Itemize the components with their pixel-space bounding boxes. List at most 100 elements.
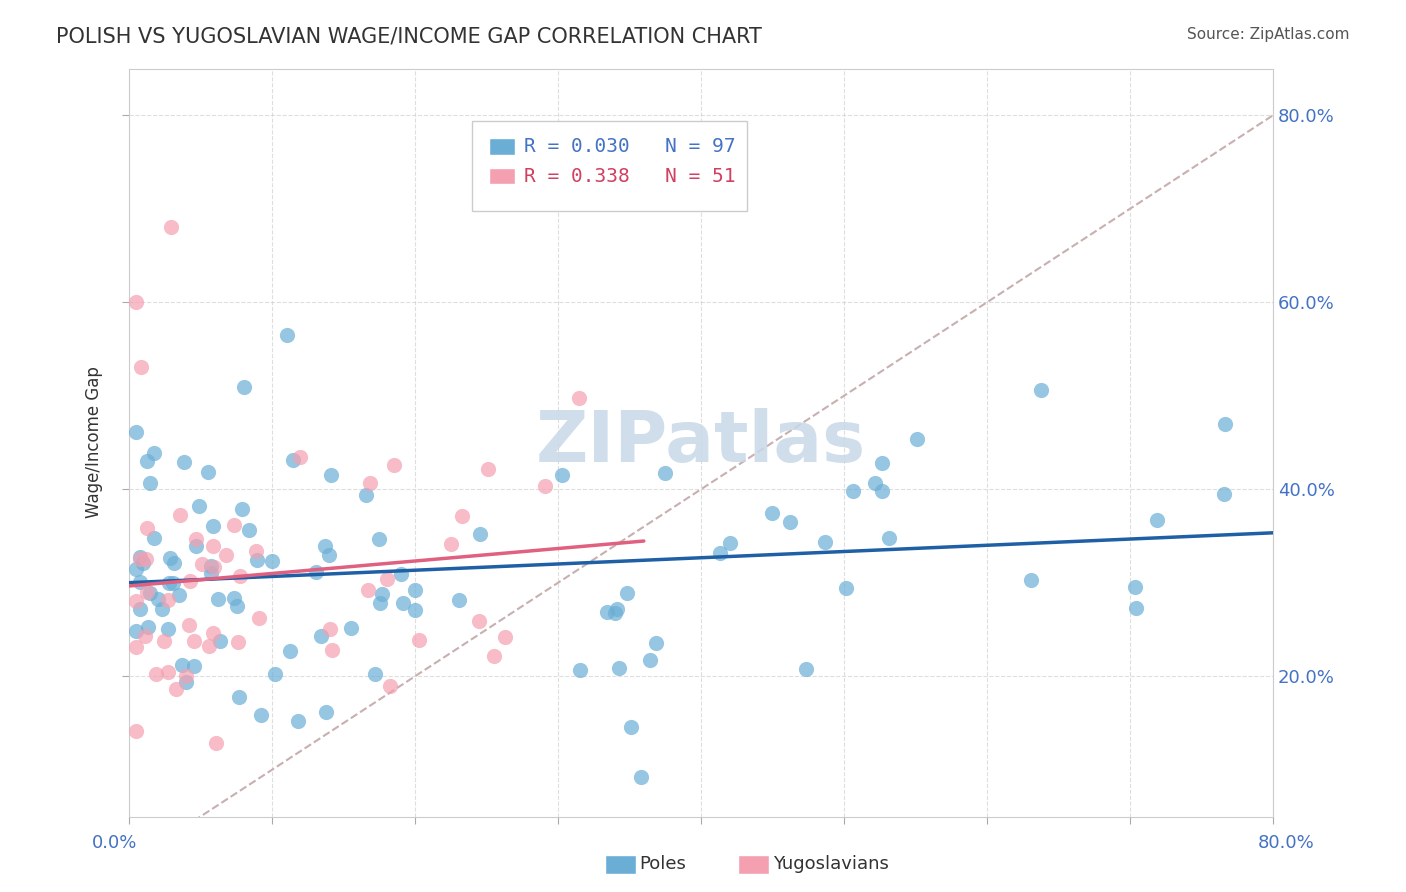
Point	[187, 499, 209, 513]
Point	[1123, 580, 1146, 594]
Point	[709, 546, 731, 560]
Point	[215, 549, 238, 563]
Point	[321, 643, 343, 657]
Point	[440, 537, 463, 551]
Point	[125, 562, 148, 576]
Point	[162, 576, 184, 591]
Point	[877, 531, 900, 545]
Point	[200, 558, 222, 573]
Point	[319, 467, 342, 482]
Point	[184, 540, 207, 554]
Point	[630, 770, 652, 784]
Point	[174, 669, 197, 683]
Point	[202, 539, 225, 553]
Point	[1212, 487, 1234, 501]
Point	[128, 602, 150, 616]
Point	[1029, 383, 1052, 397]
Point	[450, 508, 472, 523]
Point	[357, 582, 380, 597]
Point	[1125, 600, 1147, 615]
Point	[287, 714, 309, 728]
Point	[165, 681, 187, 696]
Point	[368, 596, 391, 610]
Point	[136, 620, 159, 634]
Point	[863, 476, 886, 491]
Point	[179, 574, 201, 588]
Point	[468, 526, 491, 541]
Point	[159, 220, 181, 235]
Text: Source: ZipAtlas.com: Source: ZipAtlas.com	[1187, 27, 1350, 42]
Point	[125, 594, 148, 608]
Point	[135, 585, 157, 599]
Point	[186, 532, 208, 546]
Point	[761, 506, 783, 520]
Point	[278, 644, 301, 658]
Point	[309, 630, 332, 644]
Point	[250, 708, 273, 723]
Point	[183, 659, 205, 673]
Point	[135, 552, 157, 566]
Point	[205, 736, 228, 750]
Point	[238, 524, 260, 538]
Point	[232, 380, 254, 394]
Point	[153, 634, 176, 648]
Point	[139, 586, 162, 600]
Point	[197, 465, 219, 479]
Point	[568, 663, 591, 677]
Point	[129, 551, 152, 566]
Point	[356, 488, 378, 502]
Bar	[489, 138, 515, 154]
Point	[125, 624, 148, 639]
Point	[143, 531, 166, 545]
Text: 80.0%: 80.0%	[1258, 834, 1315, 852]
Point	[156, 593, 179, 607]
Text: ZIPatlas: ZIPatlas	[536, 408, 866, 477]
Point	[226, 599, 249, 613]
Point	[364, 666, 387, 681]
Point	[1215, 417, 1237, 432]
Point	[779, 515, 801, 529]
Point	[157, 575, 180, 590]
Point	[654, 466, 676, 480]
Point	[202, 559, 225, 574]
Point	[169, 508, 191, 523]
Point	[229, 569, 252, 583]
Point	[146, 592, 169, 607]
Text: Yugoslavians: Yugoslavians	[773, 855, 889, 873]
Point	[131, 360, 153, 375]
Point	[494, 630, 516, 644]
Point	[249, 611, 271, 625]
Point	[905, 432, 928, 446]
Point	[231, 501, 253, 516]
Point	[207, 591, 229, 606]
Point	[125, 640, 148, 654]
Point	[1019, 573, 1042, 587]
Point	[477, 462, 499, 476]
Point	[190, 558, 212, 572]
Point	[835, 582, 858, 596]
Point	[224, 591, 246, 605]
Point	[620, 720, 643, 734]
Point	[264, 667, 287, 681]
Point	[371, 587, 394, 601]
Point	[150, 602, 173, 616]
Text: POLISH VS YUGOSLAVIAN WAGE/INCOME GAP CORRELATION CHART: POLISH VS YUGOSLAVIAN WAGE/INCOME GAP CO…	[56, 27, 762, 46]
Point	[603, 606, 626, 620]
Point	[449, 592, 471, 607]
Text: R = 0.030   N = 97: R = 0.030 N = 97	[523, 136, 735, 156]
Y-axis label: Wage/Income Gap: Wage/Income Gap	[86, 367, 103, 518]
Point	[616, 586, 638, 600]
Point	[202, 519, 225, 533]
Point	[359, 476, 381, 491]
Point	[245, 544, 267, 558]
Point	[644, 635, 666, 649]
Point	[172, 658, 194, 673]
Point	[377, 572, 399, 586]
Point	[380, 679, 402, 693]
Point	[125, 295, 148, 310]
Point	[391, 596, 413, 610]
Point	[276, 328, 298, 343]
Point	[136, 521, 159, 535]
Point	[814, 534, 837, 549]
Point	[145, 666, 167, 681]
